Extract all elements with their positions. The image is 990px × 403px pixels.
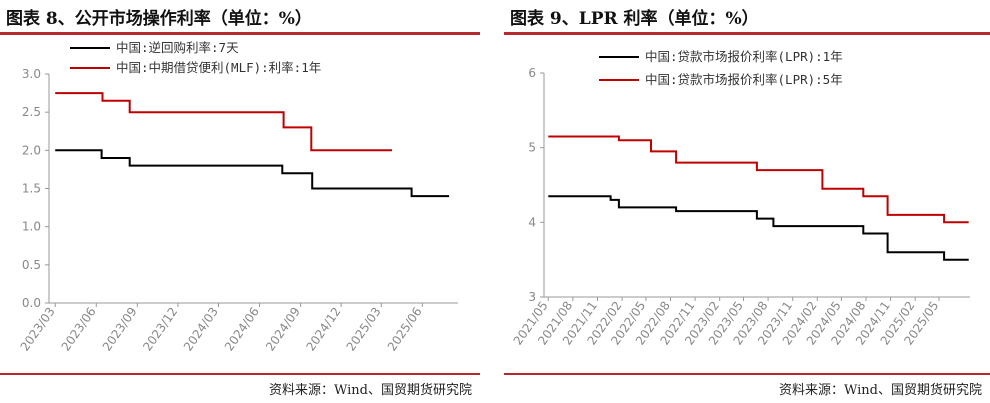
- legend-label-1: 中国:逆回购利率:7天: [116, 40, 239, 55]
- y-tick-label: 3.0: [22, 67, 41, 81]
- series-line-1: [548, 195, 969, 261]
- x-tick-label: 2023/03: [18, 305, 58, 354]
- y-tick-label: 2.0: [22, 143, 41, 157]
- x-tick-label: 2023/12: [140, 305, 180, 354]
- series-line-2: [548, 135, 969, 224]
- y-tick-label: 6: [528, 66, 536, 80]
- y-tick-label: 2.5: [22, 105, 41, 119]
- x-tick-label: 2024/12: [304, 305, 344, 354]
- legend-label-1: 中国:贷款市场报价利率(LPR):1年: [645, 49, 843, 64]
- y-tick-label: 1.0: [22, 220, 41, 234]
- source-note: 资料来源：Wind、国贸期货研究院: [779, 383, 982, 398]
- chart-title: 图表 9、LPR 利率（单位：%）: [510, 9, 759, 29]
- footer-rule: [0, 373, 480, 375]
- x-tick-label: 2025/06: [385, 305, 425, 354]
- chart-panel-rates: 图表 8、公开市场操作利率（单位：%） 0.0 0.5 1.0 1.5 2.0 2.5 3.…: [0, 0, 480, 403]
- lpr-rate-chart: 34562021/052021/082021/112022/022022/052…: [511, 49, 970, 348]
- y-tick-label: 1.5: [22, 182, 41, 196]
- legend-label-2: 中国:中期借贷便利(MLF):利率:1年: [116, 60, 321, 75]
- y-tick-label: 3: [528, 290, 536, 304]
- x-tick-label: 2024/03: [181, 305, 221, 354]
- legend-label-2: 中国:贷款市场报价利率(LPR):5年: [645, 72, 843, 87]
- chart-panel-lpr: 图表 9、LPR 利率（单位：%） 3 4 5 6 2021/05 2021/08 2021…: [504, 0, 990, 403]
- x-tick-label: 2024/06: [222, 305, 262, 354]
- y-tick-label: 5: [528, 141, 536, 155]
- source-note: 资料来源：Wind、国贸期货研究院: [269, 383, 472, 398]
- y-tick-label: 0.0: [22, 296, 41, 310]
- y-tick-label: 0.5: [22, 258, 41, 272]
- series-line-1: [55, 149, 450, 198]
- x-tick-label: 2023/06: [59, 305, 99, 354]
- x-tick-label: 2023/09: [100, 305, 140, 354]
- x-tick-label: 2024/09: [263, 305, 303, 354]
- y-tick-label: 4: [528, 215, 536, 229]
- chart-title: 图表 8、公开市场操作利率（单位：%）: [6, 9, 312, 29]
- series-line-2: [55, 92, 392, 152]
- title-rule: [504, 32, 990, 35]
- title-rule: [0, 32, 480, 35]
- x-tick-label: 2025/03: [344, 305, 384, 354]
- footer-rule: [504, 373, 990, 375]
